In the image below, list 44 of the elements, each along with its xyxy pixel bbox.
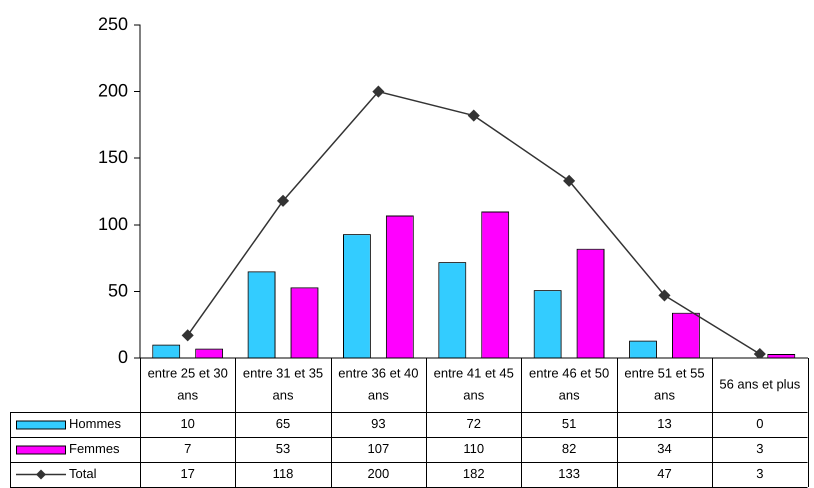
data-label: 51	[562, 416, 576, 432]
y-tick-label: 100	[98, 214, 128, 234]
data-label: 0	[756, 416, 764, 432]
x-tick-label: entre 46 et 50 ans	[528, 366, 610, 403]
data-label: 65	[276, 416, 290, 432]
data-label: 93	[371, 416, 386, 432]
data-label: 10	[180, 416, 195, 432]
x-tick-label: entre 51 et 55 ans	[624, 366, 705, 403]
x-tick-label: entre 25 et 30 ans	[148, 366, 228, 403]
data-label: 82	[562, 441, 576, 456]
data-label: 17	[180, 466, 195, 482]
data-label: 53	[276, 441, 290, 456]
point	[372, 86, 384, 98]
data-label: 3	[756, 466, 764, 482]
data-label: 107	[368, 441, 390, 456]
data-label: 34	[657, 441, 672, 456]
data-label: 3	[756, 441, 764, 456]
y-tick-label: 250	[98, 14, 128, 34]
y-tick-label: 50	[108, 280, 128, 300]
x-tick-label: entre 36 et 40 ans	[338, 366, 419, 403]
legend-label: Hommes	[69, 416, 122, 432]
data-label: 182	[462, 466, 485, 482]
point	[563, 175, 575, 187]
y-tick-label: 200	[98, 80, 128, 101]
x-tick-label: entre 41 et 45 ans	[434, 366, 514, 403]
data-label: 47	[657, 466, 672, 482]
point	[658, 290, 670, 302]
data-label: 72	[466, 416, 481, 432]
y-tick-label: 0	[118, 346, 128, 367]
data-label: 133	[558, 466, 580, 482]
data-label: 118	[272, 466, 294, 482]
point	[754, 348, 766, 358]
legend-label: Total	[69, 466, 97, 482]
point	[182, 330, 194, 342]
point	[468, 110, 480, 122]
data-label: 7	[184, 441, 192, 456]
x-tick-label: entre 31 et 35 ans	[242, 366, 324, 403]
y-tick-label: 150	[98, 147, 128, 168]
point	[277, 195, 289, 207]
data-label: 200	[368, 466, 390, 482]
legend-label: Femmes	[69, 441, 120, 456]
data-label: 13	[657, 416, 672, 432]
data-label: 110	[463, 441, 484, 456]
x-tick-label: 56 ans et plus	[719, 376, 801, 392]
